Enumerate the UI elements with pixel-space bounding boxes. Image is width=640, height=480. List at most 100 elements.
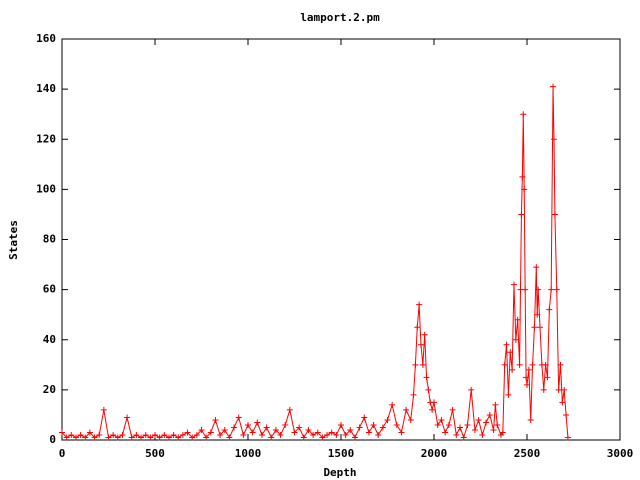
point-marker — [184, 429, 191, 436]
point-marker — [548, 286, 555, 293]
point-marker — [305, 426, 312, 433]
point-marker — [96, 431, 103, 438]
point-marker — [525, 366, 532, 373]
point-marker — [559, 399, 566, 406]
point-marker — [235, 414, 242, 421]
point-marker — [533, 264, 540, 271]
point-marker — [434, 421, 441, 428]
point-marker — [77, 431, 84, 438]
plot-frame — [61, 38, 621, 441]
point-marker — [63, 434, 70, 441]
point-marker — [403, 406, 410, 413]
point-marker — [534, 311, 541, 318]
point-marker — [59, 429, 65, 436]
point-marker — [416, 301, 423, 308]
point-marker — [272, 426, 279, 433]
point-marker — [170, 431, 177, 438]
point-marker — [546, 306, 553, 313]
point-marker — [128, 434, 135, 441]
point-marker — [468, 386, 475, 393]
point-marker — [142, 431, 149, 438]
point-marker — [254, 419, 261, 426]
point-marker — [338, 421, 344, 428]
point-marker — [72, 434, 79, 441]
point-marker — [505, 391, 512, 398]
point-marker — [156, 434, 163, 441]
series-line — [61, 86, 569, 440]
point-marker — [509, 366, 516, 373]
point-marker — [282, 421, 289, 428]
point-marker — [217, 431, 224, 438]
chart-title: lamport.2.pm — [300, 11, 380, 24]
point-marker — [419, 361, 426, 368]
x-tick-label: 1000 — [235, 447, 262, 460]
point-marker — [114, 434, 121, 441]
point-marker — [438, 416, 445, 423]
point-marker — [412, 361, 419, 368]
point-marker — [494, 421, 501, 428]
point-marker — [516, 361, 523, 368]
point-marker — [393, 421, 400, 428]
point-marker — [464, 421, 471, 428]
point-marker — [105, 434, 112, 441]
x-axis-label: Depth — [323, 466, 356, 479]
point-marker — [384, 416, 391, 423]
point-marker — [138, 434, 145, 441]
point-marker — [425, 386, 432, 393]
point-marker — [175, 434, 182, 441]
point-marker — [193, 431, 200, 438]
point-marker — [542, 361, 549, 368]
point-marker — [407, 416, 414, 423]
point-marker — [165, 434, 172, 441]
point-marker — [351, 434, 358, 441]
point-marker — [553, 286, 560, 293]
y-tick-label: 140 — [36, 82, 56, 95]
point-marker — [519, 173, 526, 180]
point-marker — [379, 424, 386, 431]
point-marker — [310, 431, 317, 438]
point-marker — [319, 434, 326, 441]
point-marker — [119, 431, 126, 438]
point-marker — [483, 419, 490, 426]
point-marker — [564, 434, 571, 441]
point-marker — [268, 434, 275, 441]
point-marker — [522, 286, 529, 293]
point-marker — [527, 416, 534, 423]
point-marker — [179, 431, 186, 438]
point-marker — [389, 401, 396, 408]
point-marker — [161, 431, 168, 438]
point-marker — [212, 416, 219, 423]
point-marker — [449, 406, 456, 413]
point-marker — [535, 286, 542, 293]
y-tick-label: 40 — [43, 333, 56, 346]
point-marker — [314, 429, 321, 436]
point-marker — [300, 434, 307, 441]
y-tick-label: 160 — [36, 32, 56, 45]
point-marker — [375, 431, 382, 438]
point-marker — [124, 414, 131, 421]
point-marker — [471, 426, 478, 433]
point-marker — [492, 401, 499, 408]
point-marker — [361, 414, 368, 421]
point-marker — [550, 136, 557, 143]
point-marker — [557, 361, 564, 368]
point-marker — [249, 429, 256, 436]
point-marker — [442, 429, 449, 436]
point-marker — [221, 426, 228, 433]
point-marker — [356, 424, 363, 431]
point-marker — [133, 431, 140, 438]
point-marker — [521, 186, 528, 193]
point-marker — [328, 429, 335, 436]
point-marker — [531, 324, 538, 331]
point-marker — [68, 431, 75, 438]
point-marker — [503, 341, 510, 348]
point-marker — [410, 391, 417, 398]
point-marker — [520, 111, 527, 118]
y-tick-label: 100 — [36, 182, 56, 195]
point-marker — [296, 424, 303, 431]
x-tick-label: 2500 — [514, 447, 541, 460]
point-marker — [203, 434, 210, 441]
y-axis-label: States — [7, 220, 20, 260]
point-marker — [91, 434, 98, 441]
point-marker — [457, 424, 464, 431]
